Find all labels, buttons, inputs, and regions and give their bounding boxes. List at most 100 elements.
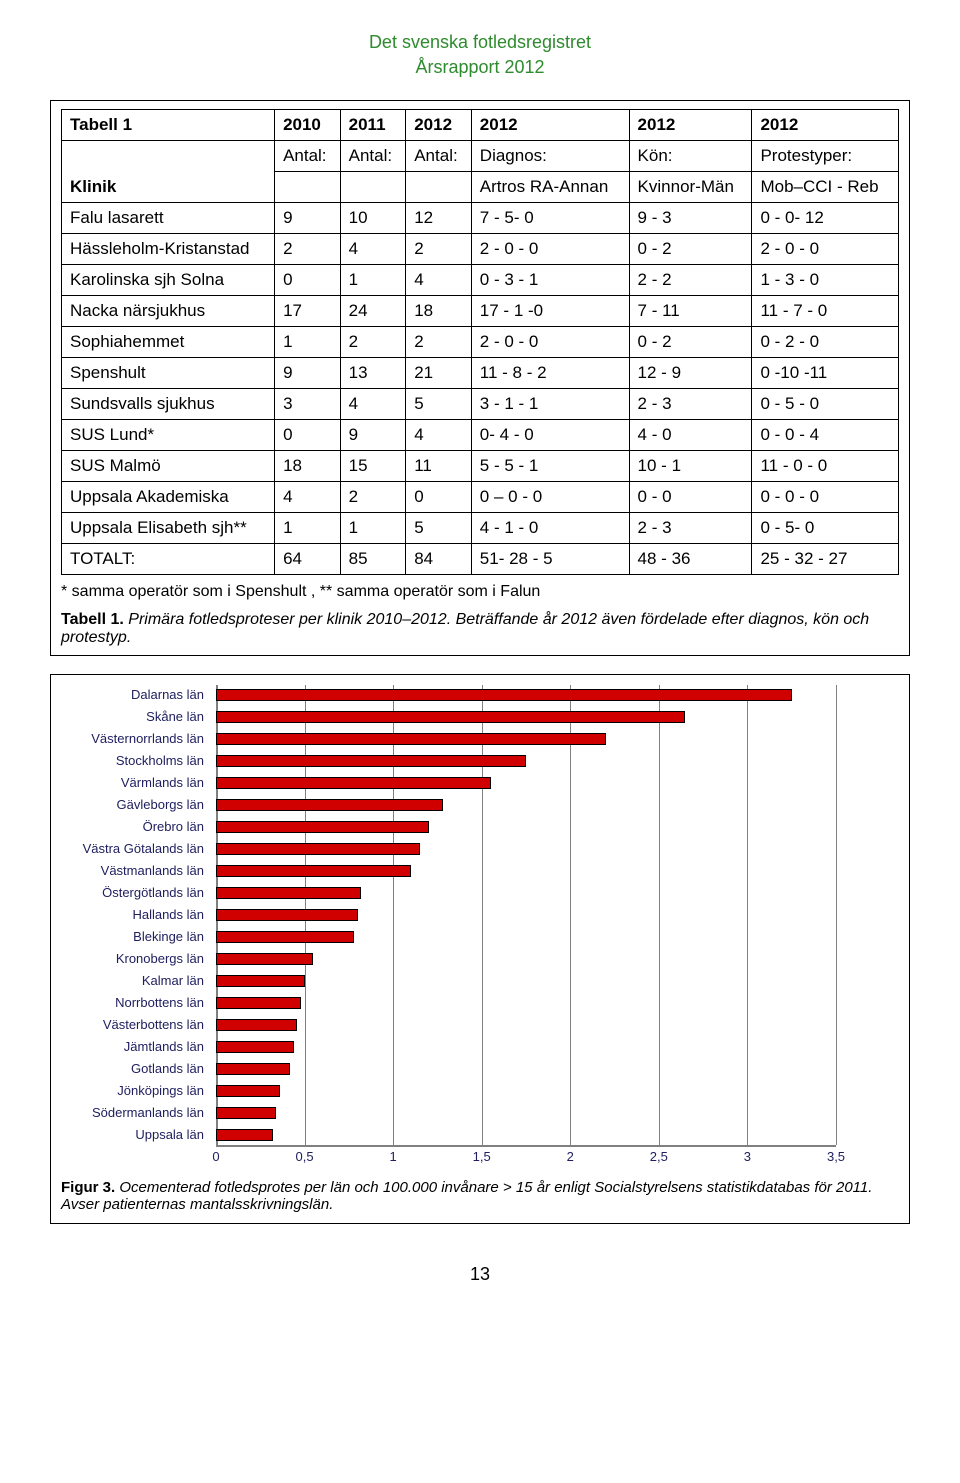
x-tick-label: 0,5	[296, 1149, 314, 1164]
gridline	[659, 685, 660, 1145]
gridline	[836, 685, 837, 1145]
row-name: Nacka närsjukhus	[62, 296, 275, 327]
x-tick-label: 0	[212, 1149, 219, 1164]
figure-3-block: Dalarnas länSkåne länVästernorrlands län…	[50, 674, 910, 1224]
row-cell: 11 - 7 - 0	[752, 296, 899, 327]
row-cell: 0 – 0 - 0	[471, 482, 629, 513]
table-caption: Tabell 1. Primära fotledsproteser per kl…	[61, 611, 899, 647]
table-footnote: * samma operatör som i Spenshult , ** sa…	[61, 583, 899, 601]
total-0: 64	[275, 544, 341, 575]
y-category-label: Hallands län	[132, 907, 204, 922]
table-row: Hässleholm-Kristanstad2422 - 0 - 00 - 22…	[62, 234, 899, 265]
row-cell: 12 - 9	[629, 358, 752, 389]
row-cell: 4	[340, 234, 406, 265]
row-cell: 12	[406, 203, 472, 234]
figure-caption-title: Figur 3.	[61, 1179, 115, 1196]
row-name: Hässleholm-Kristanstad	[62, 234, 275, 265]
row-name: Sophiahemmet	[62, 327, 275, 358]
row-cell: 3 - 1 - 1	[471, 389, 629, 420]
y-category-label: Blekinge län	[133, 929, 204, 944]
row-cell: 17	[275, 296, 341, 327]
sub2-2	[406, 172, 472, 203]
x-tick-label: 1,5	[473, 1149, 491, 1164]
y-category-label: Västra Götalands län	[83, 841, 204, 856]
row-cell: 4 - 1 - 0	[471, 513, 629, 544]
table-title: Tabell 1	[62, 110, 275, 141]
y-category-label: Östergötlands län	[102, 885, 204, 900]
row-cell: 10 - 1	[629, 451, 752, 482]
row-cell: 0 - 0	[629, 482, 752, 513]
table-row: Karolinska sjh Solna0140 - 3 - 12 - 21 -…	[62, 265, 899, 296]
row-cell: 2 - 0 - 0	[471, 327, 629, 358]
chart-bar	[216, 733, 606, 745]
table-row: Uppsala Akademiska4200 – 0 - 00 - 00 - 0…	[62, 482, 899, 513]
total-label: TOTALT:	[62, 544, 275, 575]
doc-title-1: Det svenska fotledsregistret	[50, 30, 910, 55]
row-name: Sundsvalls sjukhus	[62, 389, 275, 420]
chart-bar	[216, 1019, 297, 1031]
row-cell: 2 - 3	[629, 389, 752, 420]
doc-header: Det svenska fotledsregistret Årsrapport …	[50, 0, 910, 100]
row-cell: 4	[406, 420, 472, 451]
row-cell: 9 - 3	[629, 203, 752, 234]
chart-bar	[216, 821, 429, 833]
y-category-label: Uppsala län	[135, 1127, 204, 1142]
y-category-label: Kalmar län	[142, 973, 204, 988]
y-category-label: Västmanlands län	[101, 863, 204, 878]
chart-bar	[216, 1041, 294, 1053]
row-cell: 0 - 0 - 4	[752, 420, 899, 451]
row-cell: 0 - 5- 0	[752, 513, 899, 544]
row-cell: 9	[275, 203, 341, 234]
row-cell: 9	[275, 358, 341, 389]
row-cell: 0 - 5 - 0	[752, 389, 899, 420]
table-row: Uppsala Elisabeth sjh**1154 - 1 - 02 - 3…	[62, 513, 899, 544]
sub-2: Antal:	[406, 141, 472, 172]
x-tick-label: 3	[744, 1149, 751, 1164]
x-tick-label: 2	[567, 1149, 574, 1164]
row-cell: 5	[406, 513, 472, 544]
row-cell: 0 - 0 - 0	[752, 482, 899, 513]
col-year-5: 2012	[752, 110, 899, 141]
y-category-label: Västerbottens län	[103, 1017, 204, 1032]
row-cell: 18	[406, 296, 472, 327]
row-name: Falu lasarett	[62, 203, 275, 234]
total-3: 51- 28 - 5	[471, 544, 629, 575]
row-cell: 1	[340, 513, 406, 544]
row-cell: 2 - 0 - 0	[752, 234, 899, 265]
chart-bar	[216, 689, 792, 701]
chart-bar	[216, 1107, 276, 1119]
row-cell: 11 - 8 - 2	[471, 358, 629, 389]
y-category-label: Gotlands län	[131, 1061, 204, 1076]
y-category-label: Örebro län	[143, 819, 204, 834]
klinik-header: Klinik	[62, 141, 275, 203]
table-caption-title: Tabell 1.	[61, 611, 124, 628]
row-cell: 1	[275, 513, 341, 544]
chart-bar	[216, 1129, 273, 1141]
row-cell: 24	[340, 296, 406, 327]
row-cell: 15	[340, 451, 406, 482]
table-row: Sundsvalls sjukhus3453 - 1 - 12 - 30 - 5…	[62, 389, 899, 420]
chart-bar	[216, 711, 685, 723]
col-year-4: 2012	[629, 110, 752, 141]
col-year-1: 2011	[340, 110, 406, 141]
row-name: SUS Malmö	[62, 451, 275, 482]
y-category-label: Värmlands län	[121, 775, 204, 790]
chart-bar	[216, 755, 526, 767]
x-tick-label: 2,5	[650, 1149, 668, 1164]
row-name: SUS Lund*	[62, 420, 275, 451]
y-category-label: Dalarnas län	[131, 687, 204, 702]
y-category-label: Norrbottens län	[115, 995, 204, 1010]
row-cell: 10	[340, 203, 406, 234]
row-cell: 7 - 11	[629, 296, 752, 327]
row-cell: 2	[406, 327, 472, 358]
sub2-0	[275, 172, 341, 203]
y-category-label: Kronobergs län	[116, 951, 204, 966]
col-year-0: 2010	[275, 110, 341, 141]
chart-bar	[216, 865, 411, 877]
row-cell: 4	[406, 265, 472, 296]
chart-bar	[216, 975, 305, 987]
chart-bar	[216, 777, 491, 789]
gridline	[570, 685, 571, 1145]
row-cell: 0 - 3 - 1	[471, 265, 629, 296]
table-row: SUS Lund*0940- 4 - 04 - 00 - 0 - 4	[62, 420, 899, 451]
